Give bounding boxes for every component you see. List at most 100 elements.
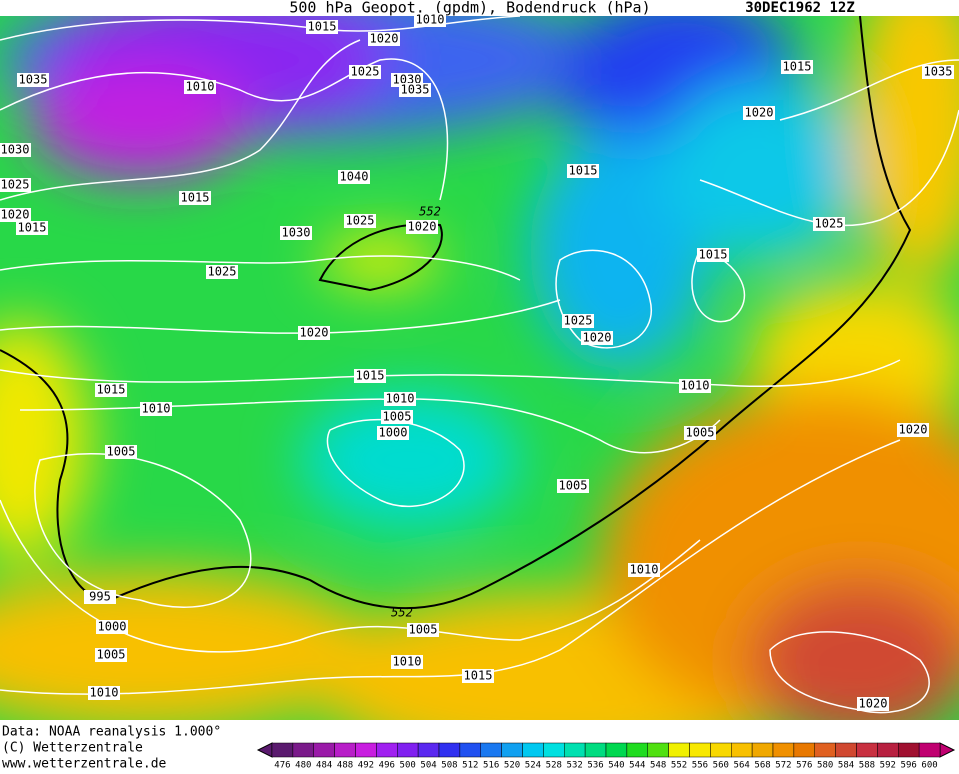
colorbar-label: 588 (859, 761, 875, 771)
colorbar-label: 560 (713, 761, 729, 771)
label-box (96, 620, 128, 634)
isobar-label: 1010 (681, 379, 710, 393)
colorbar-swatch (689, 742, 711, 758)
contour-label: 552 (419, 205, 441, 219)
isobar-label: 1010 (393, 655, 422, 669)
label-box (406, 220, 438, 234)
isobar-label: 1020 (899, 423, 928, 437)
colorbar-swatch (793, 742, 815, 758)
colorbar-swatch (355, 742, 377, 758)
label-box (462, 669, 494, 683)
isobar-label: 1025 (351, 65, 380, 79)
isobar-label: 1025 (208, 265, 237, 279)
colorbar-swatch (877, 742, 899, 758)
label-box (922, 65, 954, 79)
colorbar-swatch (271, 742, 294, 758)
label-box (414, 13, 446, 27)
colorbar-label: 540 (608, 761, 624, 771)
colorbar-swatch (626, 742, 648, 758)
isobar-label: 1000 (379, 426, 408, 440)
isobar-label: 1025 (564, 314, 593, 328)
isobar-label: 1020 (408, 220, 437, 234)
colorbar-swatch (584, 742, 607, 758)
isobar-label: 1035 (924, 65, 953, 79)
isobar-label: 1025 (815, 217, 844, 231)
colorbar-label: 512 (462, 761, 478, 771)
isobar-label: 1035 (401, 83, 430, 97)
label-box (391, 655, 423, 669)
colorbar-swatch (564, 742, 586, 758)
label-box (381, 410, 413, 424)
isobar-label: 1010 (90, 686, 119, 700)
colorbar-label: 528 (546, 761, 562, 771)
colorbar-label: 600 (921, 761, 937, 771)
colorbar-swatch (459, 742, 481, 758)
colorbar-label: 584 (838, 761, 854, 771)
colorbar-label: 552 (671, 761, 687, 771)
colorbar-label: 532 (567, 761, 583, 771)
label-box (407, 623, 439, 637)
label-box (628, 563, 660, 577)
colorbar-label: 496 (379, 761, 395, 771)
colorbar-label: 488 (337, 761, 353, 771)
isobar-label: 1005 (97, 648, 126, 662)
isobar-label: 1005 (107, 445, 136, 459)
label-box (354, 369, 386, 383)
colorbar-label: 596 (901, 761, 917, 771)
colorbar-swatch (543, 742, 565, 758)
label-box (581, 331, 613, 345)
colorbar-label: 548 (650, 761, 666, 771)
label-box (17, 73, 49, 87)
isobar-label: 1030 (1, 143, 30, 157)
label-box (781, 60, 813, 74)
colorbar-label: 492 (358, 761, 374, 771)
isobar-label: 1020 (370, 32, 399, 46)
colorbar-swatch (501, 742, 523, 758)
colorbar-swatch (376, 742, 398, 758)
colorbar-swatch (835, 742, 857, 758)
isobar-label: 1035 (19, 73, 48, 87)
isobar-label: 1015 (783, 60, 812, 74)
isobar-label: 1010 (386, 392, 415, 406)
label-box (0, 143, 31, 157)
data-source: Data: NOAA reanalysis 1.000° (2, 725, 221, 740)
label-box (567, 164, 599, 178)
colorbar-label: 568 (754, 761, 770, 771)
label-box (368, 32, 400, 46)
date: 30DEC1962 12Z (745, 0, 855, 16)
colorbar-swatch (480, 742, 502, 758)
label-box (399, 83, 431, 97)
label-box (140, 402, 172, 416)
label-box (105, 445, 137, 459)
isobar-label: 1015 (569, 164, 598, 178)
isobar-label: 1025 (1, 178, 30, 192)
isobar-label: 1010 (416, 13, 445, 27)
label-box (562, 314, 594, 328)
isobar-label: 1000 (98, 620, 127, 634)
isobar-label: 1015 (18, 221, 47, 235)
isobar-label: 1015 (308, 20, 337, 34)
label-box (384, 392, 416, 406)
colorbar-label: 524 (525, 761, 541, 771)
url: www.wetterzentrale.de (2, 757, 167, 771)
label-box (897, 423, 929, 437)
label-box (857, 697, 889, 711)
isobar-label: 1020 (1, 208, 30, 222)
label-box (16, 221, 48, 235)
colorbar-arrow-left (256, 742, 273, 758)
colorbar-swatch (313, 742, 335, 758)
label-box (206, 265, 238, 279)
isobar-label: 1010 (186, 80, 215, 94)
colorbar-swatch (668, 742, 690, 758)
label-box (697, 248, 729, 262)
isobar-label: 1040 (340, 170, 369, 184)
colorbar-swatch (647, 742, 669, 758)
label-box (95, 648, 127, 662)
isobar-label: 1020 (859, 697, 888, 711)
isobar-label: 995 (89, 590, 111, 604)
colorbar-label: 536 (587, 761, 603, 771)
colorbar-label: 516 (483, 761, 499, 771)
colorbar-label: 504 (420, 761, 436, 771)
label-box (338, 170, 370, 184)
